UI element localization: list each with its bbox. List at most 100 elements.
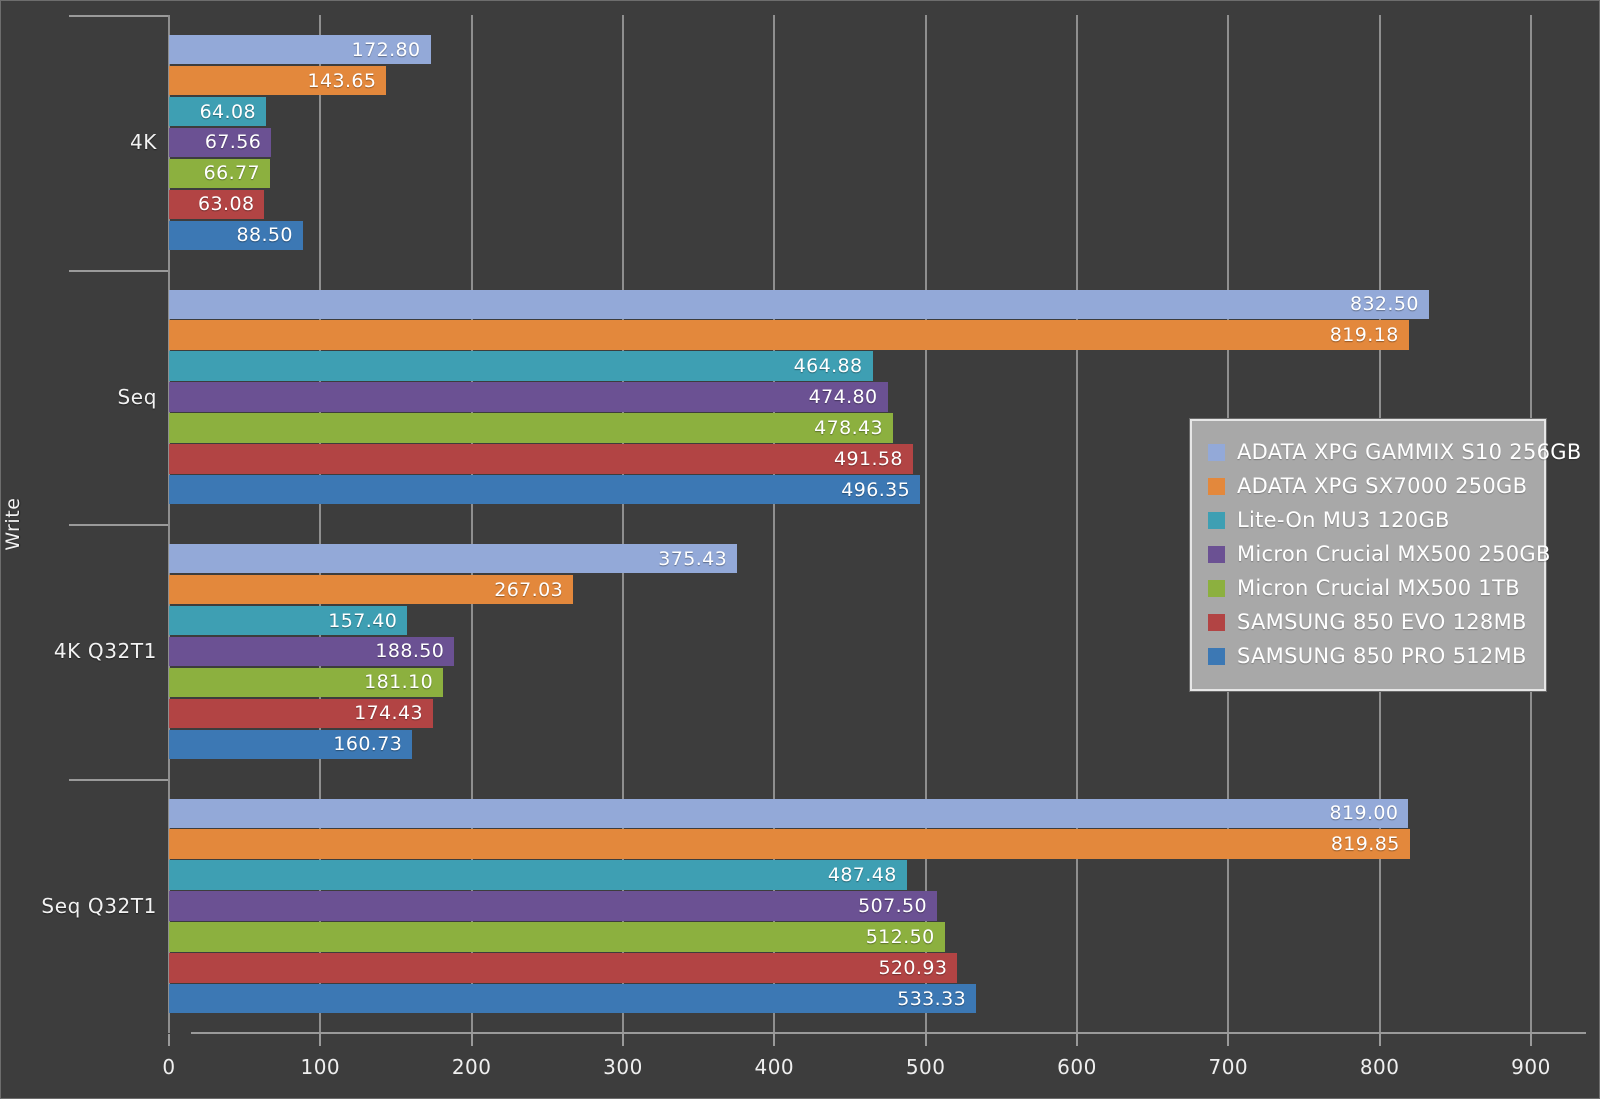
bar[interactable] <box>169 158 271 189</box>
legend-label: ADATA XPG GAMMIX S10 256GB <box>1237 440 1582 464</box>
legend-label: Lite-On MU3 120GB <box>1237 508 1450 532</box>
bar[interactable] <box>169 189 265 220</box>
bar-row: 507.50 <box>169 891 1531 921</box>
bar[interactable] <box>169 798 1409 828</box>
category-label-4k-q32t1: 4K Q32T1 <box>53 639 157 664</box>
bar[interactable] <box>169 351 873 381</box>
bar-value-label: 520.93 <box>878 956 948 979</box>
legend-item[interactable]: Lite-On MU3 120GB <box>1208 503 1528 537</box>
bar-group-seq-q32t1: 819.00 819.85 487.48 507.50 512.50 520.93 533.… <box>169 779 1531 1034</box>
bar-value-label: 174.43 <box>354 702 423 725</box>
gridline-200 <box>470 15 473 1033</box>
bar[interactable] <box>169 891 938 921</box>
bar-row: 478.43 <box>169 413 1531 443</box>
bar[interactable] <box>169 475 921 505</box>
bar[interactable] <box>169 860 907 890</box>
bar-row: 63.08 <box>169 189 1531 220</box>
bar-value-label: 88.50 <box>236 224 293 247</box>
bar-value-label: 819.18 <box>1329 324 1399 347</box>
bar[interactable] <box>169 382 888 412</box>
bar[interactable] <box>169 574 574 605</box>
legend-label: ADATA XPG SX7000 250GB <box>1237 474 1528 498</box>
bar[interactable] <box>169 35 431 65</box>
x-tick-label-900: 900 <box>1511 1055 1551 1079</box>
bar[interactable] <box>169 953 958 983</box>
bar[interactable] <box>169 65 387 96</box>
bar-value-label: 160.73 <box>333 733 403 756</box>
bar[interactable] <box>169 698 433 729</box>
x-tick-100 <box>319 1034 322 1046</box>
bar-row: 160.73 <box>169 729 1531 759</box>
bar-group-4k-q32t1: 375.43 267.03 157.40 188.50 181.10 174.43 160.… <box>169 524 1531 779</box>
bar[interactable] <box>169 413 894 443</box>
bar[interactable] <box>169 605 408 636</box>
legend-item[interactable]: ADATA XPG SX7000 250GB <box>1208 469 1528 503</box>
bar[interactable] <box>169 127 272 158</box>
x-tick-700 <box>1227 1034 1230 1046</box>
bar[interactable] <box>169 96 266 127</box>
bar-row: 819.00 <box>169 798 1531 828</box>
legend-swatch-icon <box>1208 477 1225 495</box>
x-tick-500 <box>924 1034 927 1046</box>
legend-label: SAMSUNG 850 EVO 128MB <box>1237 610 1527 634</box>
bar-value-label: 67.56 <box>204 131 262 154</box>
bar-row: 143.65 <box>169 65 1531 96</box>
bar-row: 520.93 <box>169 953 1531 983</box>
x-tick-label-800: 800 <box>1359 1055 1400 1079</box>
bar-value-label: 63.08 <box>198 193 255 216</box>
bar[interactable] <box>169 220 303 250</box>
bar-row: 157.40 <box>169 605 1531 636</box>
bar-row: 188.50 <box>169 636 1531 667</box>
bar[interactable] <box>169 636 455 667</box>
x-tick-label-600: 600 <box>1057 1055 1097 1079</box>
legend-item[interactable]: Micron Crucial MX500 250GB <box>1208 537 1550 571</box>
bar[interactable] <box>169 667 444 698</box>
bar-row: 491.58 <box>169 444 1531 474</box>
legend-swatch-icon <box>1208 511 1225 529</box>
bar[interactable] <box>169 984 977 1014</box>
bar-value-label: 66.77 <box>203 162 261 185</box>
legend-item[interactable]: SAMSUNG 850 PRO 512MB <box>1208 639 1528 673</box>
gridline-500 <box>924 15 927 1033</box>
bar-value-label: 819.00 <box>1329 802 1399 825</box>
category-label-4k: 4K <box>129 130 157 155</box>
bar-row: 496.35 <box>169 475 1531 505</box>
gridline-600 <box>1076 15 1078 1033</box>
bar-row: 512.50 <box>169 922 1531 952</box>
legend-swatch-icon <box>1208 579 1225 597</box>
bar-row: 64.08 <box>169 96 1531 127</box>
bar[interactable] <box>169 829 1410 859</box>
y-axis-title: Write <box>2 497 24 551</box>
bar-value-label: 188.50 <box>375 640 445 663</box>
bar-row: 832.50 <box>169 289 1531 319</box>
bar-row: 533.33 <box>169 984 1531 1014</box>
legend[interactable]: ADATA XPG GAMMIX S10 256GB ADATA XPG SX70… <box>1190 419 1581 691</box>
bar[interactable] <box>169 729 413 759</box>
x-tick-label-0: 0 <box>162 1055 176 1079</box>
bar[interactable] <box>169 320 1409 350</box>
bar-value-label: 487.48 <box>827 864 897 887</box>
legend-item[interactable]: ADATA XPG GAMMIX S10 256GB <box>1208 435 1581 469</box>
bar-value-label: 143.65 <box>307 69 377 92</box>
legend-label: Micron Crucial MX500 1TB <box>1237 576 1520 600</box>
x-tick-800 <box>1378 1034 1381 1046</box>
bar-value-label: 267.03 <box>494 578 564 601</box>
category-separator <box>69 269 169 272</box>
category-label-seq-q32t1: Seq Q32T1 <box>41 893 157 918</box>
plot-area: 172.80 143.65 64.08 67.56 66.77 63.08 88.50 832… <box>162 15 1586 1079</box>
gridline-100 <box>319 15 322 1033</box>
legend-item[interactable]: SAMSUNG 850 EVO 128MB <box>1208 605 1528 639</box>
bar-value-label: 491.58 <box>834 447 903 470</box>
bar-value-label: 464.88 <box>793 355 863 378</box>
bar[interactable] <box>169 444 913 474</box>
bar-value-label: 181.10 <box>364 671 434 694</box>
legend-item[interactable]: Micron Crucial MX500 1TB <box>1208 571 1528 605</box>
legend-swatch-icon <box>1208 613 1225 631</box>
bar-value-label: 819.85 <box>1330 833 1400 856</box>
bar[interactable] <box>169 544 738 574</box>
gridline-400 <box>773 15 776 1033</box>
bar[interactable] <box>169 922 945 952</box>
bar[interactable] <box>169 289 1429 319</box>
x-tick-label-700: 700 <box>1208 1055 1249 1079</box>
